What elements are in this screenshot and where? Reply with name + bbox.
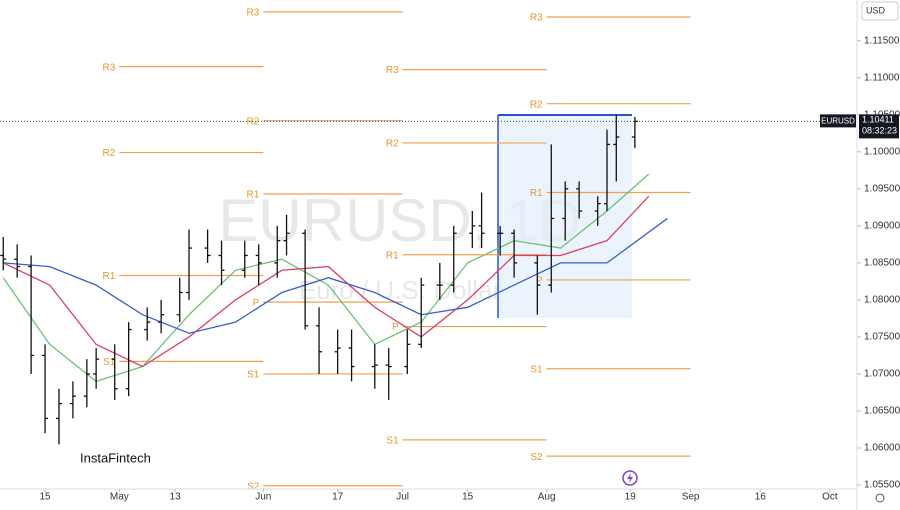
currency-label: USD bbox=[866, 5, 886, 15]
x-tick-label: 15 bbox=[462, 492, 474, 503]
countdown-label: 08:32:23 bbox=[862, 126, 897, 136]
y-tick-label: 1.07000 bbox=[864, 369, 900, 380]
watermark-subtitle: Euro / U.S. Dollar bbox=[299, 275, 502, 305]
y-tick-label: 1.08000 bbox=[864, 295, 900, 306]
pivot-label: S1 bbox=[386, 436, 399, 447]
pivot-label: S1 bbox=[247, 370, 260, 381]
last-price-label: 1.10411 bbox=[862, 115, 894, 125]
x-tick-label: 15 bbox=[39, 492, 51, 503]
pivot-label: S1 bbox=[530, 364, 543, 375]
x-tick-label: Jul bbox=[396, 492, 409, 503]
pivot-label: R3 bbox=[247, 7, 260, 18]
symbol-badge bbox=[820, 114, 856, 128]
pivot-label: R1 bbox=[247, 190, 260, 201]
y-tick-label: 1.10000 bbox=[864, 146, 900, 157]
y-tick-label: 1.07500 bbox=[864, 332, 900, 343]
pivot-label: R3 bbox=[103, 62, 116, 73]
pivot-label: R3 bbox=[530, 13, 543, 24]
pivot-label: R3 bbox=[386, 65, 399, 76]
symbol-label: EURUSD bbox=[821, 116, 855, 125]
pivot-label: R2 bbox=[247, 116, 260, 127]
settings-icon[interactable] bbox=[875, 493, 885, 503]
x-tick-label: Aug bbox=[538, 492, 556, 503]
x-tick-label: 19 bbox=[625, 492, 637, 503]
y-tick-label: 1.11500 bbox=[864, 35, 900, 46]
pivot-label: R2 bbox=[530, 99, 543, 110]
y-tick-label: 1.08500 bbox=[864, 258, 900, 269]
y-tick-label: 1.11000 bbox=[864, 72, 900, 83]
moving-average bbox=[2, 195, 650, 368]
x-tick-label: May bbox=[110, 492, 129, 503]
pivot-label: R1 bbox=[530, 188, 543, 199]
pivot-label: S2 bbox=[247, 481, 260, 492]
x-tick-label: Jun bbox=[255, 492, 271, 503]
x-tick-label: 16 bbox=[755, 492, 767, 503]
y-tick-label: 1.06000 bbox=[864, 443, 900, 454]
pivot-label: R1 bbox=[386, 250, 399, 261]
pivot-label: P bbox=[536, 276, 543, 287]
plot-area: R3 R2 R1 S1 R3 R2 R1 P S1 S2 R3 R2 R1 P S1 R3 R2 R1 P S1 S2 bbox=[0, 7, 855, 492]
event-icon[interactable] bbox=[622, 470, 638, 486]
y-tick-label: 1.09000 bbox=[864, 220, 900, 231]
y-tick-label: 1.05500 bbox=[864, 480, 900, 491]
y-tick-label: 1.09500 bbox=[864, 183, 900, 194]
pivot-label: P bbox=[253, 298, 260, 309]
x-tick-label: 17 bbox=[332, 492, 344, 503]
moving-average bbox=[3, 217, 668, 334]
y-tick-label: 1.06500 bbox=[864, 406, 900, 417]
pivot-label: P bbox=[392, 322, 399, 333]
pivot-label: S1 bbox=[103, 357, 116, 368]
brand: InstaFintech bbox=[80, 450, 151, 465]
x-tick-label: Sep bbox=[682, 492, 700, 503]
pivot-label: S2 bbox=[530, 452, 543, 463]
pivot-label: R2 bbox=[386, 139, 399, 150]
pivot-label: R2 bbox=[103, 148, 116, 159]
x-tick-label: Oct bbox=[822, 492, 838, 503]
event-icon-bolt bbox=[627, 473, 633, 483]
x-tick-label: 13 bbox=[170, 492, 182, 503]
moving-average bbox=[2, 173, 650, 383]
currency-select[interactable] bbox=[861, 1, 899, 21]
price-badge bbox=[859, 114, 899, 139]
pivot-label: R1 bbox=[103, 271, 116, 282]
